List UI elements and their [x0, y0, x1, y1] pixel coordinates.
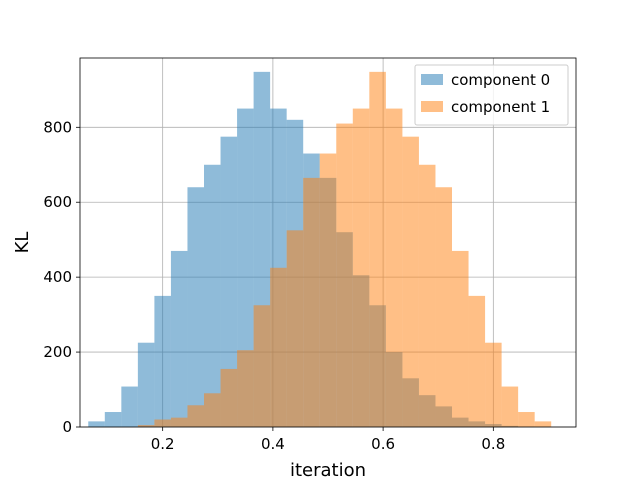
bar-component-1-bin-9	[237, 350, 254, 427]
bar-component-1-bin-20	[418, 164, 436, 428]
bar-component-1-bin-6	[187, 405, 204, 427]
bar-component-1-bin-22	[452, 250, 469, 427]
ticks: 0.2 0.4 0.6 0.8 0 200 400 600 800	[43, 118, 505, 453]
y-tick-label-4: 800	[43, 118, 72, 136]
bar-component-1-bin-12	[286, 230, 304, 427]
legend-swatch-component-1	[421, 101, 443, 112]
bar-component-1-bin-11	[270, 267, 287, 427]
bar-component-1-bin-27	[534, 421, 552, 427]
bar-component-1-bin-24	[485, 342, 502, 427]
bar-component-0-bin-7	[204, 164, 221, 428]
bar-component-0-bin-4	[154, 295, 171, 427]
legend-swatch-component-0	[421, 74, 443, 85]
bar-component-1-bin-8	[220, 368, 238, 427]
bar-component-0-bin-9	[237, 108, 254, 427]
y-tick-label-1: 200	[43, 343, 72, 361]
bar-component-0-bin-3	[137, 342, 155, 427]
legend-label-component-0: component 0	[451, 71, 550, 89]
y-tick-label-2: 400	[43, 268, 72, 286]
bar-component-1-bin-26	[518, 412, 535, 427]
bar-component-0-bin-2	[121, 386, 138, 427]
plot-area: 0.2 0.4 0.6 0.8 0 200 400 600 800	[43, 57, 577, 453]
y-axis-label: KL	[12, 232, 33, 254]
bar-component-1-bin-25	[501, 386, 519, 427]
bar-component-1-bin-23	[468, 295, 486, 427]
bar-component-1-bin-5	[170, 417, 188, 427]
x-tick-label-0: 0.2	[151, 435, 175, 453]
legend-box	[414, 64, 569, 126]
x-tick-label-1: 0.4	[261, 435, 285, 453]
bars	[88, 71, 552, 428]
bar-component-1-bin-3	[137, 425, 155, 427]
x-tick-label-2: 0.6	[371, 435, 395, 453]
bar-component-1-bin-10	[253, 305, 271, 427]
legend: component 0 component 1	[414, 64, 569, 126]
bar-component-0-bin-6	[187, 187, 204, 427]
x-tick-label-3: 0.8	[481, 435, 505, 453]
bar-component-1-bin-18	[385, 108, 403, 427]
bar-component-1-bin-17	[369, 71, 386, 428]
legend-label-component-1: component 1	[451, 98, 550, 116]
bar-component-1-bin-16	[352, 108, 370, 427]
bar-component-0-bin-5	[170, 250, 188, 427]
bar-component-1-bin-19	[402, 136, 419, 427]
bar-component-1-bin-7	[204, 393, 221, 427]
y-tick-label-0: 0	[62, 418, 72, 436]
bar-component-1-bin-4	[154, 419, 171, 427]
y-tick-label-3: 600	[43, 193, 72, 211]
bar-component-0-bin-8	[220, 136, 238, 427]
bar-component-1-bin-14	[319, 153, 337, 427]
bar-component-1-bin-13	[303, 177, 320, 427]
x-axis-label: iteration	[290, 460, 366, 480]
axes-frame	[79, 57, 577, 428]
bar-component-0-bin-1	[104, 412, 122, 427]
series-component-1	[137, 71, 552, 428]
bar-component-1-bin-15	[336, 123, 353, 427]
bar-component-0-bin-0	[88, 421, 105, 427]
bar-component-1-bin-21	[435, 187, 452, 427]
